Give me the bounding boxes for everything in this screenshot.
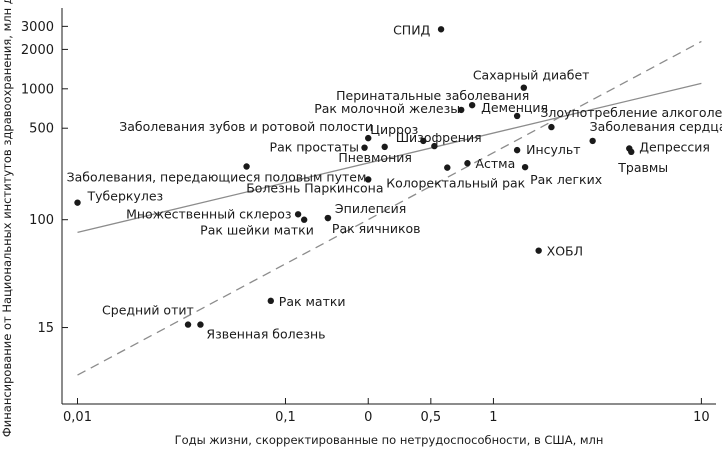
data-point: [535, 247, 542, 254]
y-tick-label: 3000: [21, 20, 54, 35]
data-point: [267, 297, 274, 305]
data-point: [513, 146, 521, 154]
trend-lines: [77, 40, 702, 376]
data-point-label: Рак легких: [530, 172, 602, 187]
data-point-label: Астма: [475, 156, 515, 171]
y-axis-title: Финансирование от Национальных институто…: [0, 0, 14, 437]
data-point: [548, 123, 555, 131]
data-points: [74, 26, 635, 328]
data-point: [243, 163, 250, 170]
y-tick-label: 15: [37, 321, 54, 336]
data-point-label: Инсульт: [526, 142, 580, 157]
data-point: [184, 321, 192, 328]
x-tick-label: 0,1: [275, 410, 296, 425]
data-point: [365, 176, 372, 183]
data-point-label: Заболевания зубов и ротовой полости: [119, 119, 373, 134]
point-labels: СПИД Сахарный диабет Перинатальные заболев…: [67, 22, 722, 341]
data-point-label: Деменция: [481, 100, 548, 115]
data-point-label: СПИД: [393, 22, 430, 37]
data-point: [628, 148, 635, 156]
y-tick-label: 1000: [21, 82, 54, 97]
x-tick-label: 0: [364, 410, 372, 425]
data-point-label: Туберкулез: [87, 189, 164, 204]
x-tick-label: 0,01: [63, 410, 92, 425]
data-point-label: Пневмония: [338, 150, 412, 165]
data-point-label: Рак яичников: [332, 221, 421, 236]
data-point: [381, 143, 388, 151]
trend-line-dashed: [77, 40, 702, 376]
data-point: [521, 163, 529, 171]
data-point-label: Рак матки: [279, 294, 346, 309]
data-point-label: Средний отит: [102, 303, 194, 318]
data-point: [74, 199, 81, 206]
y-tick-label: 100: [29, 213, 54, 228]
x-tick-label: 1: [489, 410, 497, 425]
data-point-label: Эпилепсия: [335, 201, 406, 216]
data-point-label: Цирроз: [370, 122, 418, 137]
y-tick-label: 2000: [21, 43, 54, 58]
data-point: [444, 164, 451, 171]
data-point: [464, 160, 471, 167]
data-point: [458, 106, 465, 114]
y-ticks: 15 100 500 1000 2000 3000: [21, 20, 68, 336]
data-point-label: Рак молочной железы: [314, 101, 460, 116]
trend-line-solid: [77, 82, 702, 234]
data-point: [431, 142, 438, 150]
data-point: [420, 137, 427, 145]
data-point: [513, 112, 521, 120]
data-point: [300, 216, 308, 223]
data-point: [294, 211, 302, 218]
data-point-label: Сахарный диабет: [473, 68, 590, 83]
x-axis-title: Годы жизни, скорректированные по нетрудо…: [175, 433, 604, 447]
data-point-label: Заболевания сердца: [590, 119, 722, 134]
data-point-label: ХОБЛ: [547, 244, 583, 259]
data-point-label: Рак шейки матки: [200, 223, 314, 238]
data-point: [197, 321, 204, 328]
data-point: [589, 137, 596, 145]
axes: [61, 8, 716, 405]
data-point-label: Рак простаты: [270, 140, 359, 155]
x-tick-label: 0,5: [420, 410, 441, 425]
data-point: [437, 26, 445, 33]
data-point-label: Заболевания, передающиеся половым путем: [67, 169, 367, 184]
data-point: [468, 101, 476, 109]
y-tick-label: 500: [29, 122, 54, 137]
data-point-label: Множественный склероз: [126, 206, 291, 221]
data-point: [324, 214, 332, 222]
x-tick-label: 10: [693, 410, 710, 425]
data-point-label: Колоректальный рак: [386, 176, 525, 191]
data-point-label: Депрессия: [639, 139, 710, 154]
data-point: [520, 84, 528, 91]
data-point-label: Шизофрения: [396, 130, 482, 145]
data-point-label: Болезнь Паркинсона: [246, 180, 383, 195]
data-point-label: Перинатальные заболевания: [336, 88, 529, 103]
data-point-label: Злоупотребление алкоголем: [540, 105, 722, 120]
x-ticks: 0,01 0,1 0 0,5 1 10: [63, 398, 710, 425]
data-point: [361, 144, 368, 151]
data-point: [365, 134, 372, 142]
data-point-label: Травмы: [617, 160, 668, 175]
data-point-label: Язвенная болезнь: [206, 327, 325, 342]
